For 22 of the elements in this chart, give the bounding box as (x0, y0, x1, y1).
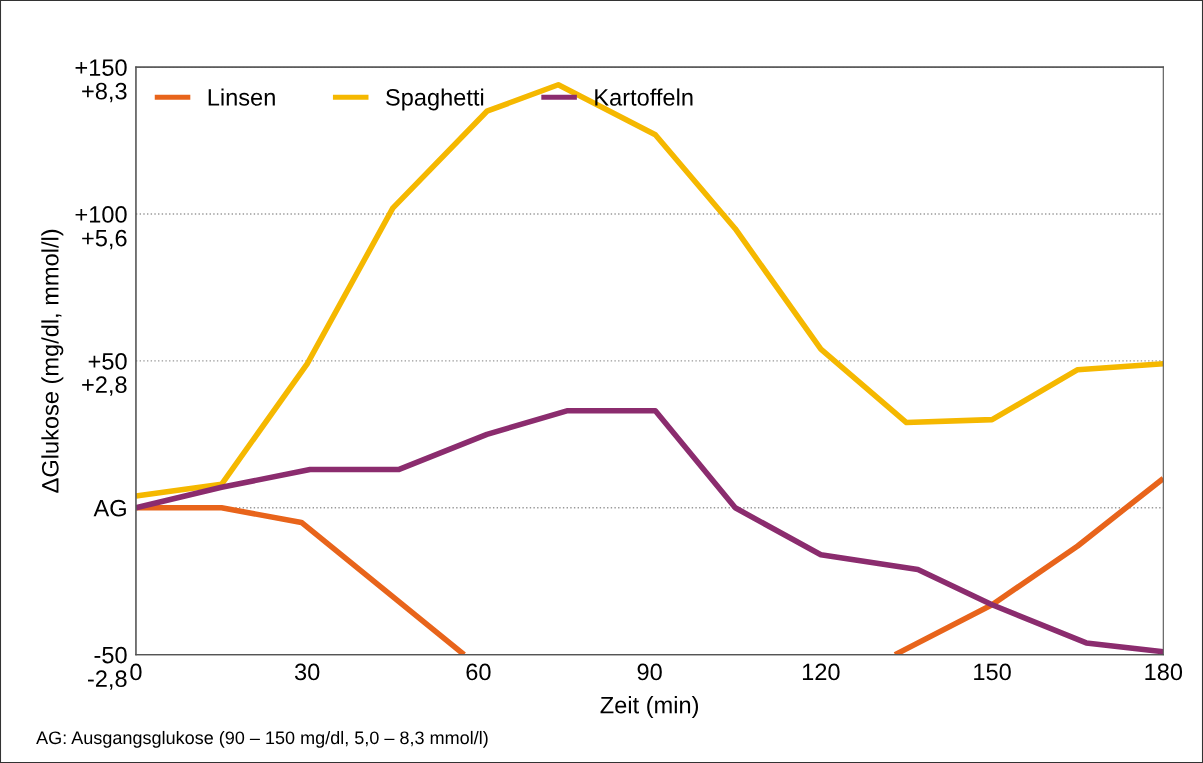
y-axis-title: ΔGlukose (mg/dl, mmol/l) (41, 229, 64, 493)
x-tick-label: 120 (802, 663, 840, 681)
y2-tick-label: +5,6 (82, 229, 127, 250)
y-tick-label: -50 (94, 646, 127, 664)
x-tick-label: 90 (637, 663, 662, 681)
x-tick-label: 30 (294, 663, 320, 681)
y-tick-label: +100 (75, 206, 127, 223)
y2-tick-label: -2,8 (87, 670, 127, 690)
y2-tick-label: +8,3 (82, 82, 127, 103)
legend-label: Linsen (208, 88, 275, 106)
y-tick-label: AG (93, 499, 126, 517)
x-tick-label: 0 (130, 663, 142, 681)
y2-tick-label: +2,8 (82, 376, 127, 396)
x-tick-label: 60 (466, 663, 491, 681)
y-tick-label: +150 (75, 59, 127, 76)
y-tick-label: +50 (88, 352, 127, 370)
x-axis-title: Zeit (min) (600, 696, 698, 719)
x-tick-label: 150 (974, 663, 1011, 681)
x-tick-label: 180 (1145, 663, 1183, 681)
legend-label: Spaghetti (386, 88, 484, 111)
text: AG: Ausgangsglukose (90 – 150 mg/dl, 5,0 – 8,3 mmol/l) (36, 730, 488, 748)
legend-label: Kartoffeln (595, 88, 693, 106)
